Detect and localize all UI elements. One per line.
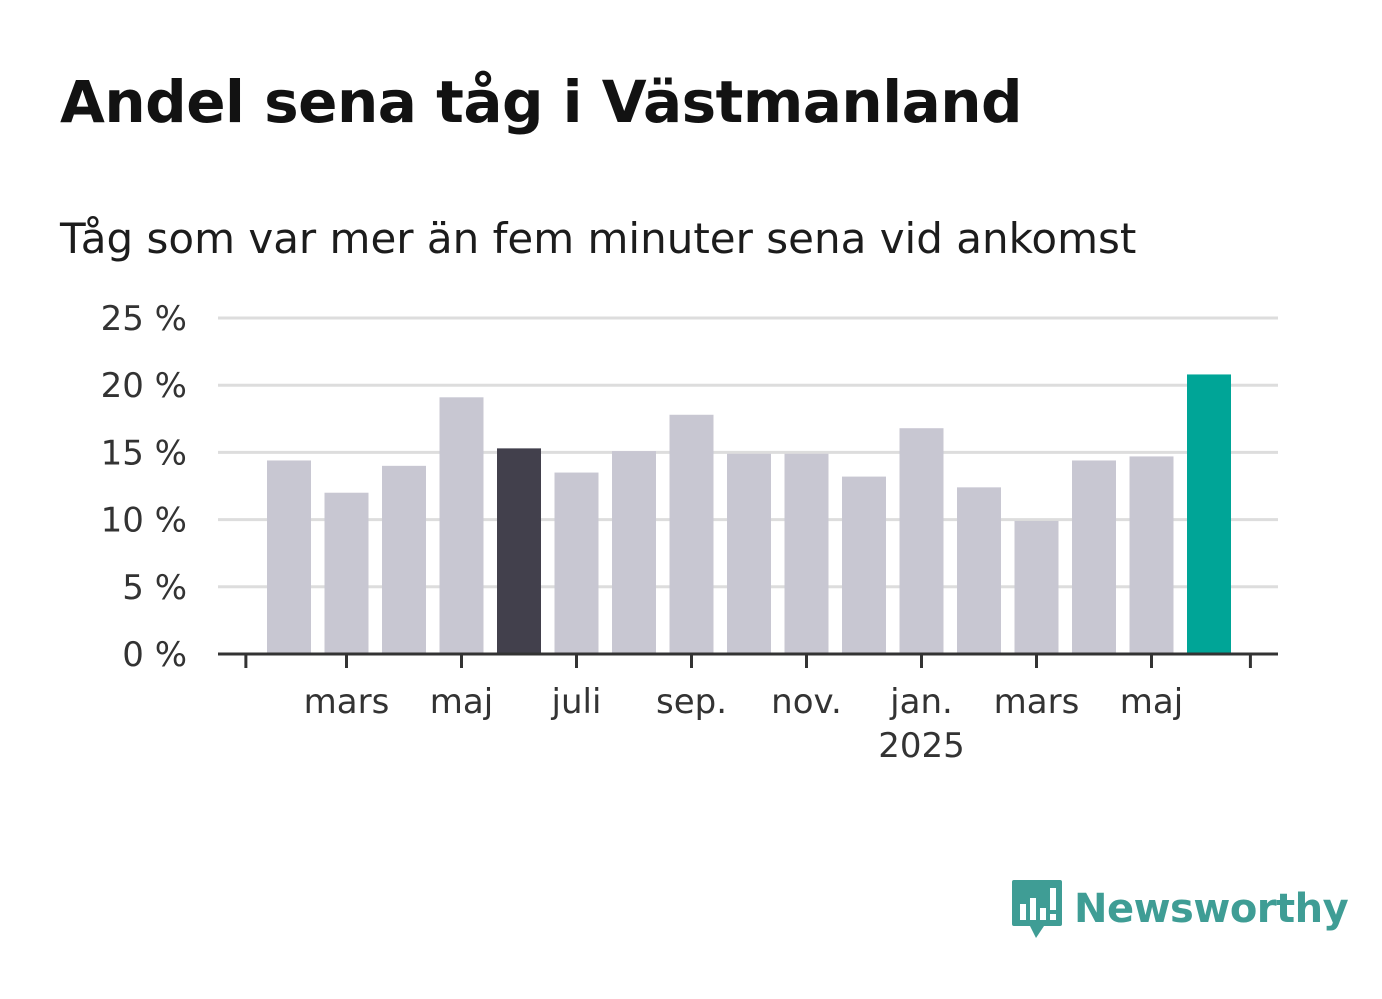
x-tick-label: mars [994,682,1080,722]
bars [267,374,1231,654]
bar-2024-09[interactable] [669,414,714,654]
chart-title: Andel sena tåg i Västmanland [60,68,1023,136]
x-tick-label: sep. [656,682,727,722]
bar-2024-06[interactable] [497,448,541,654]
x-tick-label: maj [1120,682,1183,722]
y-tick-label: 25 % [101,299,187,339]
bar-chart: 0 %5 %10 %15 %20 %25 % mars maj juli sep. no… [101,299,1278,766]
x-tick-label: juli [551,682,602,722]
bar-2024-08[interactable] [612,451,656,654]
bar-2025-04[interactable] [1072,460,1116,654]
bar-2025-06[interactable] [1187,374,1231,654]
chart-subtitle: Tåg som var mer än fem minuter sena vid … [60,214,1137,263]
newsworthy-logo[interactable]: Newsworthy [1010,878,1349,940]
bar-2025-01[interactable] [899,428,944,654]
bar-2024-03[interactable] [324,492,369,654]
y-tick-label: 20 % [101,366,187,406]
x-axis [218,652,1278,668]
logo-text: Newsworthy [1074,886,1349,932]
bar-2025-02[interactable] [957,487,1001,654]
y-axis-labels: 0 % 5 % 10 % 15 % 20 % 25 % [101,299,187,675]
newsworthy-logo-icon [1012,880,1062,938]
bar-2024-10[interactable] [727,453,771,654]
bar-2024-07[interactable] [554,472,599,654]
bar-2024-11[interactable] [784,453,829,654]
x-tick-label: mars [304,682,390,722]
x-tick-label: nov. [771,682,842,722]
x-tick-label: maj [430,682,493,722]
bar-2024-05[interactable] [439,397,484,654]
bar-2024-04[interactable] [382,465,426,654]
bar-2024-02[interactable] [267,460,311,654]
x-tick-label: jan. [889,682,953,722]
y-tick-label: 15 % [101,433,187,473]
x-tick-year-label: 2025 [878,726,965,766]
bar-2024-12[interactable] [842,476,886,654]
y-tick-label: 10 % [101,501,187,541]
bar-2025-03[interactable] [1014,520,1059,654]
bar-2025-05[interactable] [1129,456,1174,654]
y-tick-label: 5 % [122,568,187,608]
y-tick-label: 0 % [122,635,187,675]
